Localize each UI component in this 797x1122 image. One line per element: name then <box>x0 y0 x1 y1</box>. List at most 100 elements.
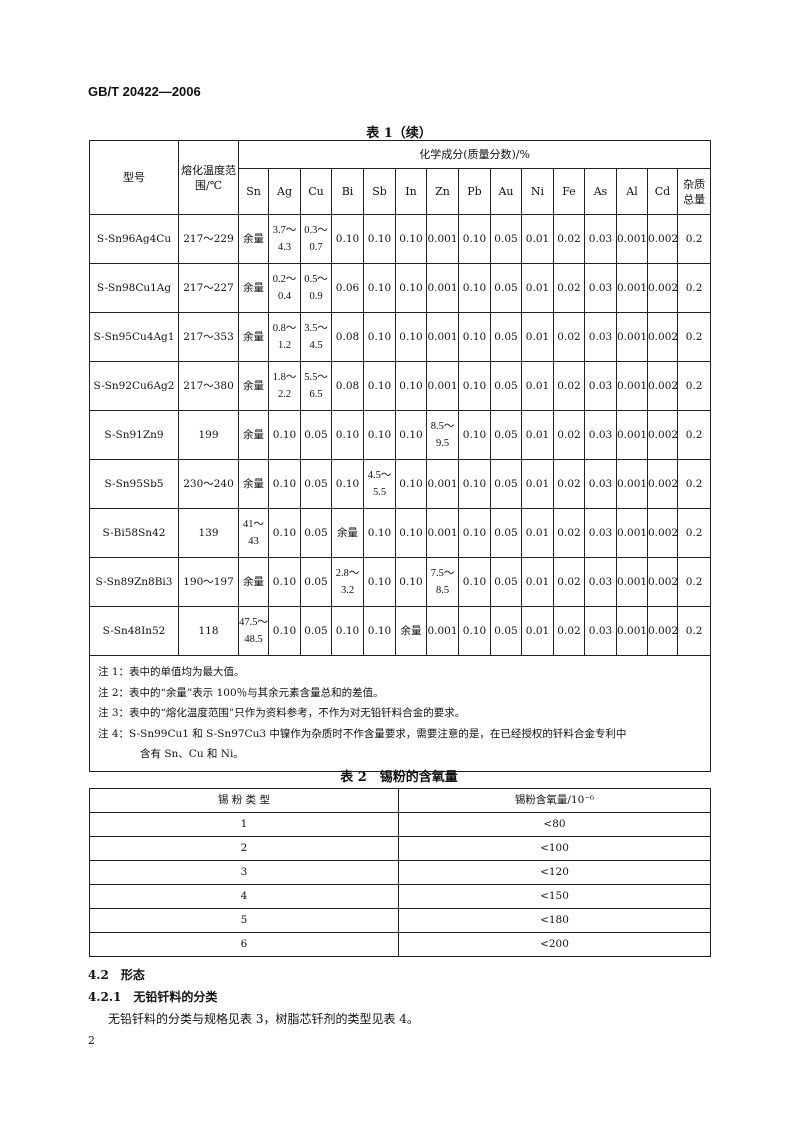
column-header: 锡 粉 类 型 <box>89 788 399 813</box>
table-cell: 0.05 <box>300 557 332 607</box>
table-row: S-Sn91Zn9 199 余量 0.10 0.05 0.10 0.10 0.10 8.5～9.… <box>89 410 712 460</box>
table-note: 注 1：表中的单值均为最大值。 <box>98 666 245 678</box>
table-cell: 0.10 <box>395 312 427 362</box>
table-cell: 0.001 <box>616 606 648 656</box>
table-cell: 0.2 <box>676 214 712 264</box>
table-cell: 0.05 <box>490 263 522 313</box>
table-cell: 0.001 <box>426 263 459 313</box>
table-cell: 0.10 <box>331 410 364 460</box>
table-cell: 0.05 <box>490 459 522 509</box>
range-cell: 0.8～1.2 <box>268 312 301 362</box>
table-cell: 0.03 <box>584 361 617 411</box>
table-cell: <200 <box>398 932 711 957</box>
range-cell: 4.5～5.5 <box>363 459 396 509</box>
table-cell: 0.03 <box>584 214 617 264</box>
table-cell: 0.05 <box>300 606 332 656</box>
table-row: S-Sn89Zn8Bi3 190～197 余量 0.10 0.05 2.8～3.2 0.10… <box>89 557 712 607</box>
table-cell: 3 <box>89 860 399 885</box>
table-cell: 0.05 <box>300 410 332 460</box>
table-cell: 0.06 <box>331 263 364 313</box>
subsection-heading: 4.2.1 无铅钎料的分类 <box>88 990 218 1004</box>
table-row: S-Sn95Sb5 230～240 余量 0.10 0.05 0.10 4.5～5.5 0.1… <box>89 459 712 509</box>
table-cell: 0.10 <box>363 557 396 607</box>
table-cell: 0.002 <box>647 312 678 362</box>
table-cell: 199 <box>178 410 239 460</box>
range-cell: 0.2～0.4 <box>268 263 301 313</box>
table-cell: 0.05 <box>490 410 522 460</box>
table-cell: 0.02 <box>553 312 585 362</box>
table-cell: 0.01 <box>521 312 554 362</box>
column-header-element: Ni <box>521 168 554 215</box>
range-cell: 0.5～0.9 <box>300 263 332 313</box>
table-cell: 0.08 <box>331 361 364 411</box>
column-header-temp: 熔化温度范围/℃ <box>178 140 239 215</box>
column-header-element: Ag <box>268 168 301 215</box>
table-cell: 0.2 <box>676 459 712 509</box>
table-cell: 0.001 <box>426 361 459 411</box>
table-cell: 139 <box>178 508 239 558</box>
table-row: 4 <150 <box>89 884 711 909</box>
column-header-model: 型号 <box>89 140 179 215</box>
table-cell: 0.002 <box>647 361 678 411</box>
table-cell: 217～353 <box>178 312 239 362</box>
table-cell: 0.2 <box>676 606 712 656</box>
table-cell: 0.10 <box>395 459 427 509</box>
table-cell: 0.10 <box>363 508 396 558</box>
range-cell: 0.3～0.7 <box>300 214 332 264</box>
table-cell: 1 <box>89 812 399 837</box>
table-cell: 0.10 <box>458 508 491 558</box>
table-cell: 余量 <box>238 557 269 607</box>
table-cell: S-Sn48In52 <box>89 606 179 656</box>
table-cell: 0.01 <box>521 263 554 313</box>
table-cell: 0.10 <box>363 214 396 264</box>
table-note: 注 3：表中的“熔化温度范围”只作为资料参考，不作为对无铅钎料合金的要求。 <box>98 707 466 719</box>
table-cell: 0.05 <box>490 312 522 362</box>
table-cell: 0.01 <box>521 410 554 460</box>
table-cell: 0.03 <box>584 312 617 362</box>
table-cell: 0.10 <box>268 508 301 558</box>
range-cell: 3.5～4.5 <box>300 312 332 362</box>
table-cell: 0.05 <box>490 557 522 607</box>
column-header-element: Fe <box>553 168 585 215</box>
table-cell: 0.001 <box>616 214 648 264</box>
table-cell: 0.10 <box>395 361 427 411</box>
table-cell: 0.001 <box>616 410 648 460</box>
table-row: 1 <80 <box>89 812 711 837</box>
table-cell: 0.001 <box>616 263 648 313</box>
table-cell: 0.10 <box>458 214 491 264</box>
table-row: S-Sn95Cu4Ag1 217～353 余量 0.8～1.2 3.5～4.5 0.08 0… <box>89 312 712 362</box>
table-cell: S-Sn98Cu1Ag <box>89 263 179 313</box>
table-cell: 190～197 <box>178 557 239 607</box>
table-cell: 0.02 <box>553 410 585 460</box>
table-cell: 6 <box>89 932 399 957</box>
table-cell: <180 <box>398 908 711 933</box>
page-number: 2 <box>88 1034 95 1047</box>
table-note: 含有 Sn、Cu 和 Ni。 <box>140 748 244 760</box>
column-header-element: Sb <box>363 168 396 215</box>
table-cell: 0.10 <box>395 410 427 460</box>
range-cell: 47.5～48.5 <box>238 606 269 656</box>
table-cell: 0.001 <box>616 459 648 509</box>
table-cell: 0.05 <box>490 606 522 656</box>
table-cell: 0.10 <box>268 459 301 509</box>
table-cell: 0.2 <box>676 361 712 411</box>
table-cell: S-Sn92Cu6Ag2 <box>89 361 179 411</box>
table-cell: 0.001 <box>616 361 648 411</box>
table-cell: 余量 <box>331 508 364 558</box>
table1: 型号 熔化温度范围/℃ 化学成分(质量分数)/% Sn Ag Cu Bi Sb In Zn Pb Au… <box>88 140 712 772</box>
table-cell: 0.01 <box>521 214 554 264</box>
column-header-element: In <box>395 168 427 215</box>
table2: 锡 粉 类 型锡粉含氧量/10⁻⁶ 1 <80 2 <100 3 <120 4 <150 5 <18… <box>89 788 711 957</box>
table-row: S-Sn96Ag4Cu 217～229 余量 3.7～4.3 0.3～0.7 0.10 0.… <box>89 214 712 264</box>
table-cell: 217～380 <box>178 361 239 411</box>
table-row: S-Bi58Sn42 139 41～43 0.10 0.05 余量 0.10 0.10 0.00… <box>89 508 712 558</box>
table1-caption: 表 1（续） <box>366 126 432 141</box>
document-header: GB/T 20422—2006 <box>88 84 201 99</box>
table-cell: 0.001 <box>426 606 459 656</box>
table-cell: 0.03 <box>584 263 617 313</box>
table-cell: 余量 <box>395 606 427 656</box>
table-cell: 0.08 <box>331 312 364 362</box>
column-header-element: Au <box>490 168 522 215</box>
column-header-element: Bi <box>331 168 364 215</box>
table-cell: 2 <box>89 836 399 861</box>
